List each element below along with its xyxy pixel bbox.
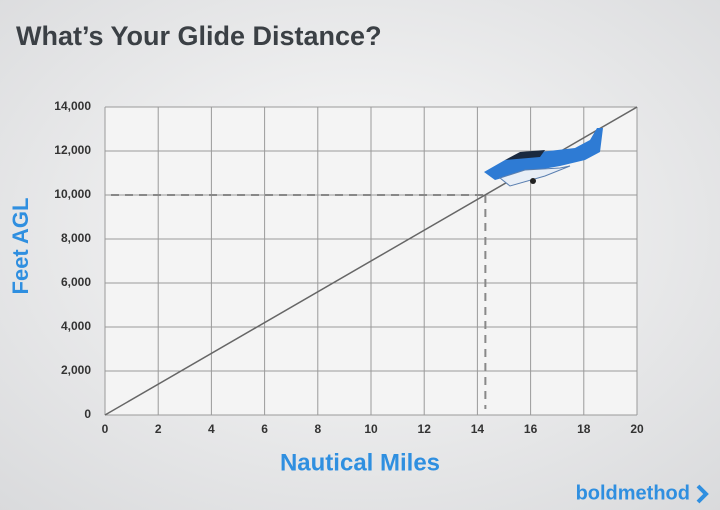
x-tick-label: 4	[208, 422, 215, 436]
x-tick-label: 6	[261, 422, 268, 436]
brand: boldmethod	[576, 482, 690, 504]
y-tick-label: 4,000	[61, 319, 91, 333]
y-tick-label: 12,000	[54, 143, 91, 157]
y-tick-label: 8,000	[61, 231, 91, 245]
chart-title: What’s Your Glide Distance?	[16, 21, 382, 51]
y-tick-label: 0	[84, 407, 91, 421]
y-tick-label: 10,000	[54, 187, 91, 201]
y-tick-label: 2,000	[61, 363, 91, 377]
x-tick-label: 18	[577, 422, 591, 436]
y-axis-label: Feet AGL	[8, 198, 33, 295]
brand-chevron	[696, 484, 709, 504]
x-tick-label: 8	[314, 422, 321, 436]
x-axis-label: Nautical Miles	[280, 449, 440, 476]
x-tick-label: 10	[364, 422, 378, 436]
x-tick-label: 14	[471, 422, 485, 436]
y-tick-label: 6,000	[61, 275, 91, 289]
y-tick-label: 14,000	[54, 99, 91, 113]
x-tick-label: 0	[102, 422, 109, 436]
x-tick-label: 20	[630, 422, 644, 436]
airplane	[484, 128, 603, 187]
x-tick-label: 16	[524, 422, 538, 436]
x-tick-label: 2	[155, 422, 162, 436]
x-tick-label: 12	[418, 422, 432, 436]
